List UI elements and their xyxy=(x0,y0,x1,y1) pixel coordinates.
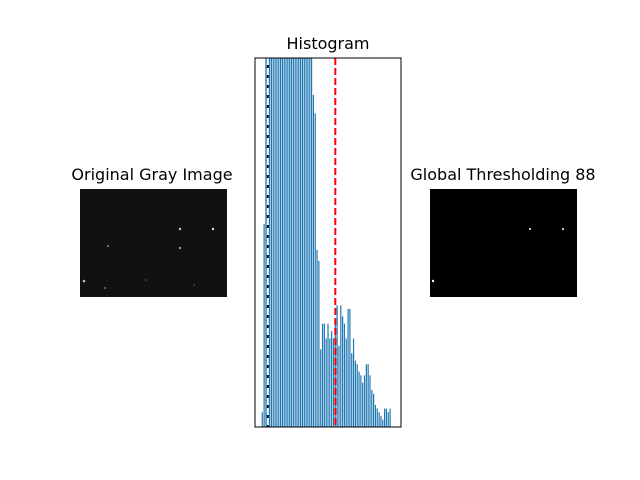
bar xyxy=(389,408,391,427)
bar xyxy=(349,308,351,427)
speck xyxy=(562,228,564,230)
bar xyxy=(325,338,327,427)
bar xyxy=(360,375,362,427)
bar xyxy=(289,58,291,427)
bar xyxy=(362,382,364,427)
bar xyxy=(342,316,344,427)
speck xyxy=(211,227,215,231)
bar xyxy=(385,408,387,427)
bar xyxy=(343,323,346,427)
bar xyxy=(296,58,298,427)
bar xyxy=(294,58,296,427)
speck xyxy=(107,245,109,247)
speck xyxy=(178,246,182,250)
speck xyxy=(178,227,182,231)
image xyxy=(430,189,577,297)
bar xyxy=(320,349,322,427)
bar xyxy=(274,58,276,427)
chart-title: Histogram xyxy=(287,34,370,53)
bar xyxy=(387,412,389,427)
bar xyxy=(318,260,320,427)
bar xyxy=(331,331,333,427)
bar xyxy=(383,408,386,427)
bar xyxy=(329,338,331,427)
speck xyxy=(529,228,531,230)
bar xyxy=(338,345,340,427)
bar xyxy=(272,58,274,427)
bar xyxy=(321,323,324,427)
bar xyxy=(305,58,307,427)
bar xyxy=(371,390,373,427)
image-title: Original Gray Image xyxy=(71,165,232,184)
bar xyxy=(323,323,325,427)
bar xyxy=(340,305,342,427)
speck xyxy=(104,287,106,289)
bar xyxy=(307,58,309,427)
bar xyxy=(283,58,285,427)
bar xyxy=(312,94,314,427)
bar xyxy=(327,323,329,427)
bar xyxy=(309,58,311,427)
bar xyxy=(345,338,347,427)
bar xyxy=(332,338,335,427)
bar xyxy=(374,404,377,427)
bar xyxy=(352,338,355,427)
bar xyxy=(347,308,349,427)
bar xyxy=(292,58,294,427)
bar xyxy=(351,353,353,427)
bar xyxy=(358,371,360,427)
bar xyxy=(278,58,280,427)
bar xyxy=(301,58,304,427)
bar xyxy=(356,364,358,427)
bar xyxy=(367,364,369,427)
speck xyxy=(82,279,86,283)
bar xyxy=(369,375,371,427)
bar xyxy=(285,58,287,427)
image-title: Global Thresholding 88 xyxy=(410,165,595,184)
bar xyxy=(290,58,293,427)
bar xyxy=(363,375,366,427)
bar xyxy=(261,412,263,427)
bar xyxy=(376,408,378,427)
bar xyxy=(336,305,338,427)
speck xyxy=(431,279,435,283)
bar xyxy=(287,58,289,427)
plot-area xyxy=(261,58,391,427)
speck xyxy=(193,284,195,286)
bar xyxy=(279,58,282,427)
bar xyxy=(373,393,375,427)
bar xyxy=(310,58,313,427)
image xyxy=(80,189,227,297)
bar xyxy=(378,412,380,427)
bar xyxy=(300,58,302,427)
bar xyxy=(303,58,305,427)
bar xyxy=(298,58,300,427)
bar xyxy=(263,224,265,427)
bar xyxy=(354,360,356,427)
threshold-image xyxy=(430,189,577,297)
bar xyxy=(380,415,382,427)
bar xyxy=(382,419,384,427)
bar xyxy=(281,58,283,427)
bar xyxy=(265,58,267,427)
bar xyxy=(316,249,318,427)
original-image xyxy=(80,189,227,297)
axes-frame xyxy=(254,57,402,428)
bar xyxy=(334,323,336,427)
speck xyxy=(145,279,147,281)
bar xyxy=(269,58,271,427)
bar xyxy=(314,113,316,427)
bar xyxy=(365,364,367,427)
bar xyxy=(270,58,273,427)
bar xyxy=(276,58,278,427)
